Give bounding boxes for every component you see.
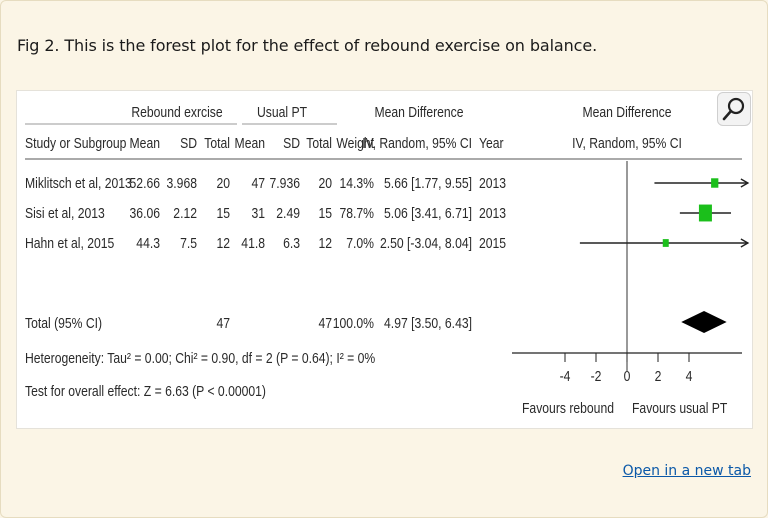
column-header-sd2: SD bbox=[283, 135, 300, 151]
column-header-plot-ci: IV, Random, 95% CI bbox=[572, 135, 682, 151]
total-n-experimental: 47 bbox=[216, 315, 230, 331]
study-mean1: 36.06 bbox=[130, 205, 160, 221]
study-sd2: 7.936 bbox=[270, 175, 300, 191]
study-total2: 12 bbox=[318, 235, 332, 251]
magnifier-button[interactable] bbox=[717, 92, 751, 126]
study-mean2: 31 bbox=[251, 205, 265, 221]
x-tick-label: -4 bbox=[560, 368, 571, 384]
column-header-total1: Total bbox=[204, 135, 230, 151]
column-header-total2: Total bbox=[306, 135, 332, 151]
study-name: Hahn et al, 2015 bbox=[25, 235, 114, 251]
column-header-year: Year bbox=[479, 135, 504, 151]
total-label: Total (95% CI) bbox=[25, 315, 102, 331]
study-sd2: 6.3 bbox=[283, 235, 300, 251]
study-ci: 5.66 [1.77, 9.55] bbox=[384, 175, 472, 191]
forest-plot-figure: Rebound exrcise Usual PT Mean Difference Me… bbox=[16, 90, 753, 429]
study-total2: 15 bbox=[318, 205, 332, 221]
column-header-ci: IV, Random, 95% CI bbox=[362, 135, 472, 151]
summary-diamond bbox=[681, 311, 727, 333]
total-n-control: 47 bbox=[318, 315, 332, 331]
study-total1: 20 bbox=[216, 175, 230, 191]
ci-arrow-right bbox=[740, 178, 750, 188]
group-header-effect: Mean Difference bbox=[374, 104, 463, 120]
study-name: Miklitsch et al, 2013 bbox=[25, 175, 132, 191]
heterogeneity-text: Heterogeneity: Tau² = 0.00; Chi² = 0.90,… bbox=[25, 350, 375, 366]
study-mean2: 41.8 bbox=[241, 235, 265, 251]
study-ci: 2.50 [-3.04, 8.04] bbox=[380, 235, 472, 251]
study-sd1: 7.5 bbox=[180, 235, 197, 251]
study-mean2: 47 bbox=[251, 175, 265, 191]
study-weight: 7.0% bbox=[346, 235, 374, 251]
column-header-mean2: Mean bbox=[235, 135, 265, 151]
x-tick-label: 4 bbox=[686, 368, 693, 384]
study-year: 2015 bbox=[479, 235, 506, 251]
study-total1: 12 bbox=[216, 235, 230, 251]
ci-arrow-right bbox=[740, 238, 750, 248]
x-tick-label: -2 bbox=[591, 368, 602, 384]
study-weight: 78.7% bbox=[339, 205, 374, 221]
column-header-sd1: SD bbox=[180, 135, 197, 151]
x-tick-label: 2 bbox=[655, 368, 662, 384]
study-sd1: 3.968 bbox=[167, 175, 197, 191]
study-sd2: 2.49 bbox=[276, 205, 300, 221]
study-total1: 15 bbox=[216, 205, 230, 221]
x-tick-label: 0 bbox=[624, 368, 631, 384]
study-year: 2013 bbox=[479, 205, 506, 221]
total-weight: 100.0% bbox=[333, 315, 374, 331]
total-ci: 4.97 [3.50, 6.43] bbox=[384, 315, 472, 331]
group-header-control: Usual PT bbox=[257, 104, 307, 120]
study-weight: 14.3% bbox=[339, 175, 374, 191]
figure-caption: Fig 2. This is the forest plot for the e… bbox=[17, 36, 598, 55]
favours-right-label: Favours usual PT bbox=[632, 400, 727, 416]
study-name: Sisi et al, 2013 bbox=[25, 205, 105, 221]
study-mean1: 52.66 bbox=[130, 175, 160, 191]
group-header-plot: Mean Difference bbox=[582, 104, 671, 120]
study-ci: 5.06 [3.41, 6.71] bbox=[384, 205, 472, 221]
study-marker bbox=[711, 178, 719, 188]
study-mean1: 44.3 bbox=[136, 235, 160, 251]
study-marker bbox=[662, 239, 669, 247]
group-header-experimental: Rebound exrcise bbox=[131, 104, 222, 120]
study-sd1: 2.12 bbox=[173, 205, 197, 221]
column-header-study: Study or Subgroup bbox=[25, 135, 126, 151]
study-total2: 20 bbox=[318, 175, 332, 191]
forest-plot: Rebound exrcise Usual PT Mean Difference Me… bbox=[25, 104, 750, 416]
overall-effect-text: Test for overall effect: Z = 6.63 (P < 0… bbox=[25, 383, 266, 399]
study-marker bbox=[698, 204, 712, 222]
favours-left-label: Favours rebound bbox=[522, 400, 614, 416]
column-header-mean1: Mean bbox=[130, 135, 160, 151]
column-header-weight: Weight bbox=[336, 135, 374, 151]
magnifier-icon bbox=[722, 97, 745, 121]
study-year: 2013 bbox=[479, 175, 506, 191]
open-in-new-tab-link[interactable]: Open in a new tab bbox=[622, 463, 751, 479]
